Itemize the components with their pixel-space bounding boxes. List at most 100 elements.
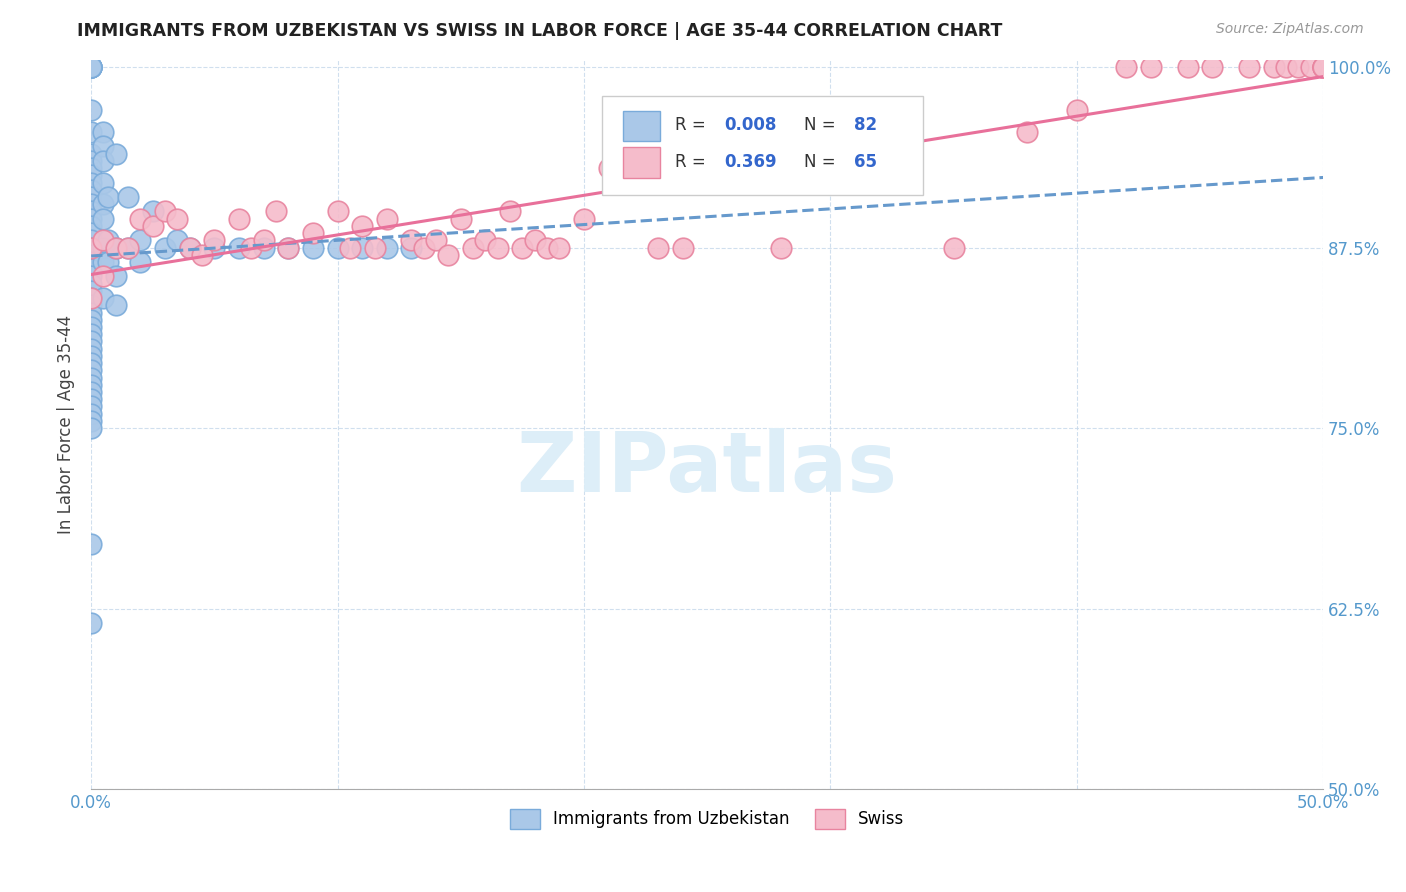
Point [117, 190, 139, 204]
Point [80, 60, 103, 74]
Point [80, 248, 103, 262]
Point [548, 241, 571, 255]
Point [80, 392, 103, 407]
Point [80, 269, 103, 284]
Point [450, 211, 472, 226]
Point [1263, 60, 1285, 74]
Point [80, 153, 103, 168]
Text: R =: R = [675, 153, 706, 171]
Point [80, 125, 103, 139]
Point [80, 334, 103, 349]
Point [352, 219, 374, 233]
Point [1177, 60, 1199, 74]
Point [696, 161, 718, 175]
Point [80, 342, 103, 356]
Point [142, 204, 165, 219]
Point [104, 241, 127, 255]
Point [142, 219, 165, 233]
Point [80, 161, 103, 175]
Point [129, 211, 152, 226]
Point [93, 139, 115, 153]
Point [93, 125, 115, 139]
Text: N =: N = [804, 153, 837, 171]
Point [80, 233, 103, 247]
Point [80, 284, 103, 298]
Text: 0.008: 0.008 [724, 117, 776, 135]
Text: ZIPatlas: ZIPatlas [516, 428, 897, 508]
Point [80, 190, 103, 204]
Point [302, 226, 325, 240]
Point [598, 161, 620, 175]
Point [375, 241, 398, 255]
Point [80, 60, 103, 74]
Point [461, 241, 484, 255]
Point [80, 349, 103, 363]
Point [80, 421, 103, 435]
Point [264, 204, 287, 219]
Point [93, 211, 115, 226]
Point [166, 211, 188, 226]
Point [104, 146, 127, 161]
Point [770, 241, 793, 255]
Point [1312, 60, 1334, 74]
Point [80, 146, 103, 161]
Point [412, 241, 434, 255]
Point [401, 241, 423, 255]
Point [117, 241, 139, 255]
Point [228, 241, 250, 255]
Point [80, 103, 103, 118]
Point [104, 241, 127, 255]
Point [253, 233, 276, 247]
Point [474, 233, 496, 247]
Point [80, 197, 103, 211]
Point [93, 255, 115, 269]
Point [647, 241, 669, 255]
Point [80, 291, 103, 305]
Y-axis label: In Labor Force | Age 35-44: In Labor Force | Age 35-44 [58, 315, 75, 534]
Point [893, 132, 915, 146]
Point [326, 204, 349, 219]
Point [80, 291, 103, 305]
Legend: Immigrants from Uzbekistan, Swiss: Immigrants from Uzbekistan, Swiss [503, 802, 911, 836]
Point [277, 241, 299, 255]
Point [1299, 60, 1322, 74]
Point [117, 241, 139, 255]
Point [375, 211, 398, 226]
Point [80, 60, 103, 74]
Point [129, 233, 152, 247]
Point [129, 255, 152, 269]
Point [621, 161, 644, 175]
Point [572, 211, 595, 226]
Point [93, 153, 115, 168]
Point [153, 204, 176, 219]
Point [671, 241, 693, 255]
Point [425, 233, 447, 247]
Point [1115, 60, 1137, 74]
Point [179, 241, 201, 255]
Point [1017, 125, 1039, 139]
Text: N =: N = [804, 117, 837, 135]
Point [93, 197, 115, 211]
Text: 65: 65 [853, 153, 877, 171]
Point [1237, 60, 1260, 74]
Point [1312, 60, 1334, 74]
Point [277, 241, 299, 255]
Point [80, 370, 103, 384]
Point [720, 161, 742, 175]
Point [166, 233, 188, 247]
Point [80, 400, 103, 414]
Point [97, 255, 120, 269]
Point [1288, 60, 1310, 74]
Point [80, 183, 103, 197]
Point [80, 327, 103, 342]
Point [253, 241, 276, 255]
Point [153, 241, 176, 255]
Point [499, 204, 522, 219]
Point [302, 241, 325, 255]
Point [80, 320, 103, 334]
Point [807, 103, 830, 118]
Point [80, 204, 103, 219]
Point [97, 233, 120, 247]
Point [844, 125, 866, 139]
Point [80, 407, 103, 421]
